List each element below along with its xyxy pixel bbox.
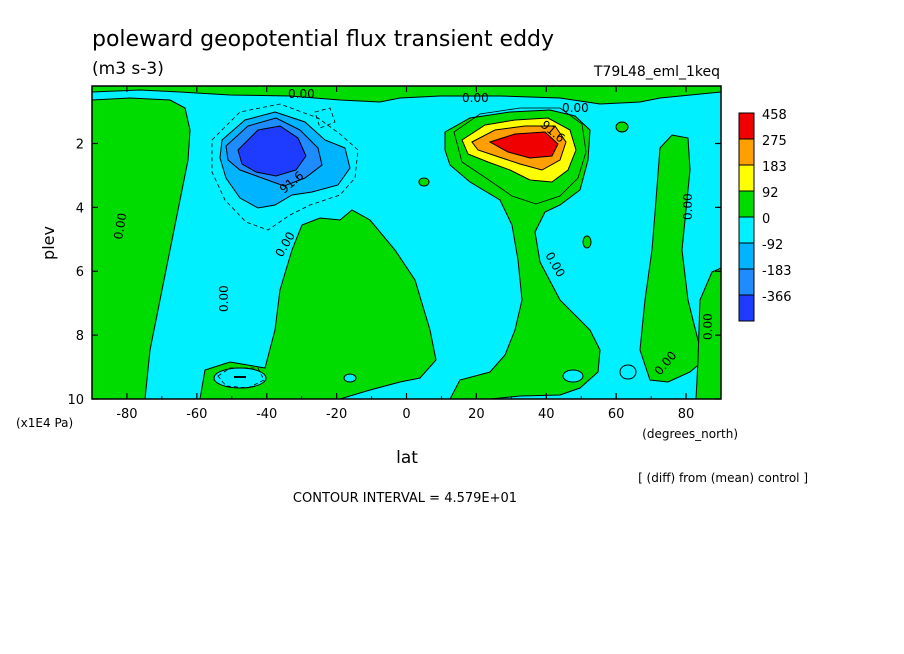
contour-label: 0.00: [562, 101, 589, 115]
colorbar: 458 275 183 92 0 -92 -183 -366: [738, 108, 792, 322]
run-label: T79L48_eml_1keq: [593, 64, 720, 80]
colorbar-label: -366: [762, 290, 792, 305]
cyan-island: [343, 373, 357, 383]
cyan-island: [562, 369, 584, 383]
y-tick-label: 4: [76, 201, 84, 216]
negative-dashed-contour: [211, 103, 359, 231]
contour-label: 0.00: [681, 193, 695, 220]
y-axis-title: plev: [39, 226, 58, 260]
x-tick-label: -60: [186, 407, 207, 422]
x-tick-label: 80: [678, 407, 695, 422]
diff-note: [ (diff) from (mean) control ]: [638, 471, 808, 485]
cyan-island: [619, 364, 637, 380]
colorbar-label: 0: [762, 212, 770, 227]
x-tick-label: -20: [326, 407, 347, 422]
y-axis-units: (x1E4 Pa): [16, 416, 73, 430]
green-polar-edge: [695, 267, 721, 399]
x-tick-label: 60: [608, 407, 625, 422]
y-tick-label: 6: [76, 265, 84, 280]
colorbar-label: 92: [762, 186, 779, 201]
colorbar-swatch: [738, 242, 755, 270]
x-tick-label: -40: [256, 407, 277, 422]
contour-label: 0.00: [217, 285, 231, 312]
colorbar-swatch: [738, 216, 755, 244]
green-patch: [418, 177, 430, 187]
colorbar-swatch: [738, 138, 755, 166]
green-patch: [582, 235, 592, 249]
y-tick-label: 8: [76, 329, 84, 344]
colorbar-swatch: [738, 268, 755, 296]
green-top-strip: [92, 86, 721, 105]
green-patch: [615, 121, 629, 133]
contour-label: 0.00: [111, 212, 129, 241]
colorbar-label: -92: [762, 238, 783, 253]
x-axis-units: (degrees_north): [642, 427, 738, 441]
x-tick-label: 20: [468, 407, 485, 422]
colorbar-swatch: [738, 190, 755, 218]
y-axis: 2 4 6 8 10: [67, 137, 721, 408]
colorbar-label: -183: [762, 264, 792, 279]
negative-dashed-contour: [314, 107, 336, 129]
green-central-region: [199, 209, 437, 399]
colorbar-label: 275: [762, 134, 787, 149]
x-tick-label: 0: [402, 407, 410, 422]
contour-label: 0.00: [701, 313, 715, 340]
chart-title: poleward geopotential flux transient edd…: [92, 27, 554, 52]
x-tick-label: -80: [116, 407, 137, 422]
y-tick-label: 2: [76, 137, 84, 152]
colorbar-label: 183: [762, 160, 787, 175]
x-axis-title: lat: [396, 448, 418, 468]
contour-interval: CONTOUR INTERVAL = 4.579E+01: [293, 491, 517, 506]
colorbar-label: 458: [762, 108, 787, 123]
negative-dashed-contour: [217, 367, 265, 389]
contour-label: 0.00: [288, 87, 315, 101]
colorbar-swatch: [738, 164, 755, 192]
chart-units: (m3 s-3): [92, 59, 164, 79]
green-west-band: [92, 97, 191, 399]
positive-core-458: [488, 131, 559, 159]
colorbar-swatch: [738, 112, 755, 140]
contour-label: 0.00: [462, 91, 489, 105]
contour-fill: [92, 86, 721, 399]
x-axis: -80 -60 -40 -20 0 20 40 60 80: [91, 86, 722, 422]
colorbar-swatch: [738, 294, 755, 322]
green-northern-region: [444, 109, 601, 399]
positive-contour: [453, 107, 587, 205]
negative-core-366: [237, 125, 307, 177]
x-tick-label: 40: [538, 407, 555, 422]
y-tick-label: 10: [67, 393, 84, 408]
